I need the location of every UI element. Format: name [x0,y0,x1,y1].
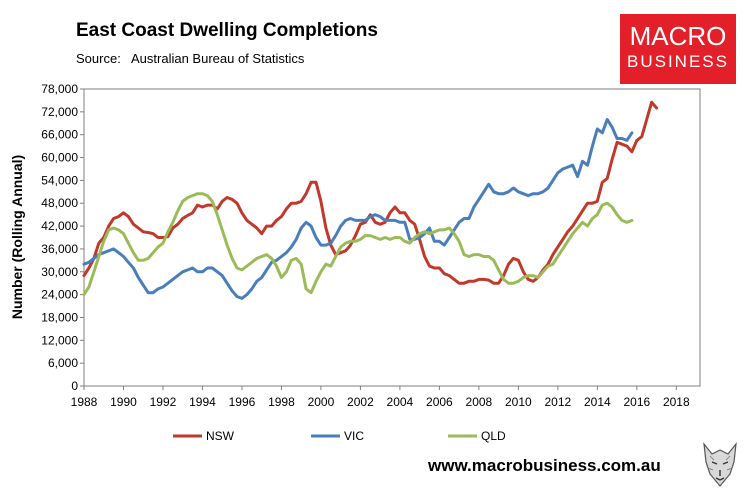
x-tick-label: 2012 [544,395,571,409]
legend: NSW VIC QLD [173,429,506,443]
plot-frame [83,88,701,387]
y-axis-label: Number (Rolling Annual) [9,155,25,319]
x-tick-label: 2018 [663,395,690,409]
x-tick-label: 2002 [347,395,374,409]
y-tick-label: 12,000 [41,333,78,347]
legend-label-vic: VIC [344,429,364,443]
y-tick-label: 30,000 [41,265,78,279]
y-tick-label: 66,000 [41,128,78,142]
plot-axes: 0 6,000 12,000 18,000 24,000 30,000 36,000 42,0… [41,82,701,409]
logo-line2: BUSINESS [627,52,729,71]
x-tick-label: 1988 [71,395,98,409]
legend-label-qld: QLD [481,429,506,443]
logo-line1: MACRO [629,21,727,51]
y-tick-label: 0 [71,379,78,393]
source-value: Australian Bureau of Statistics [131,51,305,66]
y-tick-label: 36,000 [41,242,78,256]
y-tick-label: 72,000 [41,105,78,119]
x-tick-label: 1998 [268,395,295,409]
y-tick-label: 60,000 [41,151,78,165]
x-tick-label: 2006 [426,395,453,409]
y-tick-label: 54,000 [41,173,78,187]
legend-label-nsw: NSW [206,429,235,443]
y-tick-label: 6,000 [48,356,78,370]
y-tick-label: 42,000 [41,219,78,233]
x-tick-label: 1990 [110,395,137,409]
x-tick-label: 2000 [308,395,335,409]
series-line-nsw [82,100,659,285]
wolf-logo-icon [703,442,737,487]
x-tick-label: 2004 [387,395,414,409]
x-tick-label: 2008 [466,395,493,409]
series-line-vic [82,118,634,300]
x-tick-label: 1996 [229,395,256,409]
y-tick-label: 24,000 [41,288,78,302]
x-tick-label: 1992 [150,395,177,409]
plot-series [82,100,659,300]
source-label: Source: [76,51,121,66]
x-tick-label: 1994 [189,395,216,409]
series-line-qld [82,192,634,297]
y-tick-label: 48,000 [41,196,78,210]
chart-title: East Coast Dwelling Completions [76,20,378,41]
x-tick-label: 2014 [584,395,611,409]
y-tick-label: 78,000 [41,82,78,96]
x-tick-label: 2010 [505,395,532,409]
x-tick-label: 2016 [623,395,650,409]
website-link[interactable]: www.macrobusiness.com.au [428,456,661,475]
y-tick-label: 18,000 [41,310,78,324]
macrobusiness-logo[interactable]: MACRO BUSINESS [620,14,736,84]
